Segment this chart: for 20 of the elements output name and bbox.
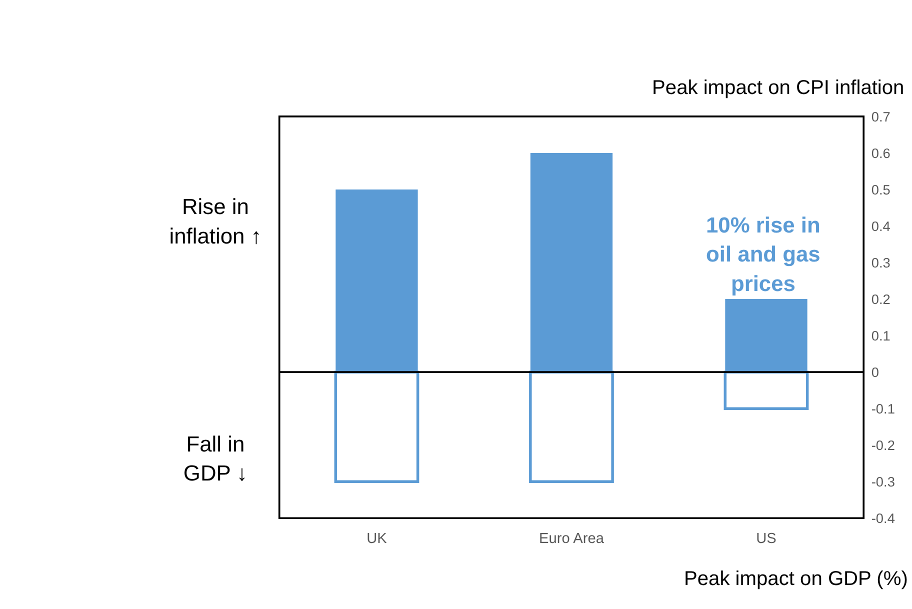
y-tick-label: 0 <box>871 365 880 380</box>
y-tick-label: -0.1 <box>871 402 895 417</box>
y-tick-label: 0.3 <box>871 256 891 271</box>
x-axis-title: Peak impact on GDP (%) <box>684 568 908 590</box>
y-tick-label: 0.2 <box>871 292 890 308</box>
y-tick-label: 0.7 <box>871 109 890 124</box>
x-tick-label: Euro Area <box>539 531 605 548</box>
x-tick-label: UK <box>366 531 388 548</box>
text: Rise in inflation ↑ <box>169 194 262 248</box>
x-tick-label: US <box>756 531 777 548</box>
y-tick-label: 0.1 <box>871 328 890 344</box>
y-tick-label: 0.6 <box>871 146 891 161</box>
y-tick-label: -0.4 <box>871 511 896 526</box>
y-tick-label: -0.2 <box>871 438 895 454</box>
y-tick-label: -0.3 <box>871 474 896 490</box>
annotation: 10% rise in oil and gas prices <box>706 212 820 296</box>
y-tick-label: 0.4 <box>871 219 891 234</box>
y-tick-label: 0.5 <box>871 182 891 198</box>
text: Fall in GDP ↓ <box>183 432 248 486</box>
y-axis-title: Peak impact on CPI inflation <box>652 77 904 100</box>
